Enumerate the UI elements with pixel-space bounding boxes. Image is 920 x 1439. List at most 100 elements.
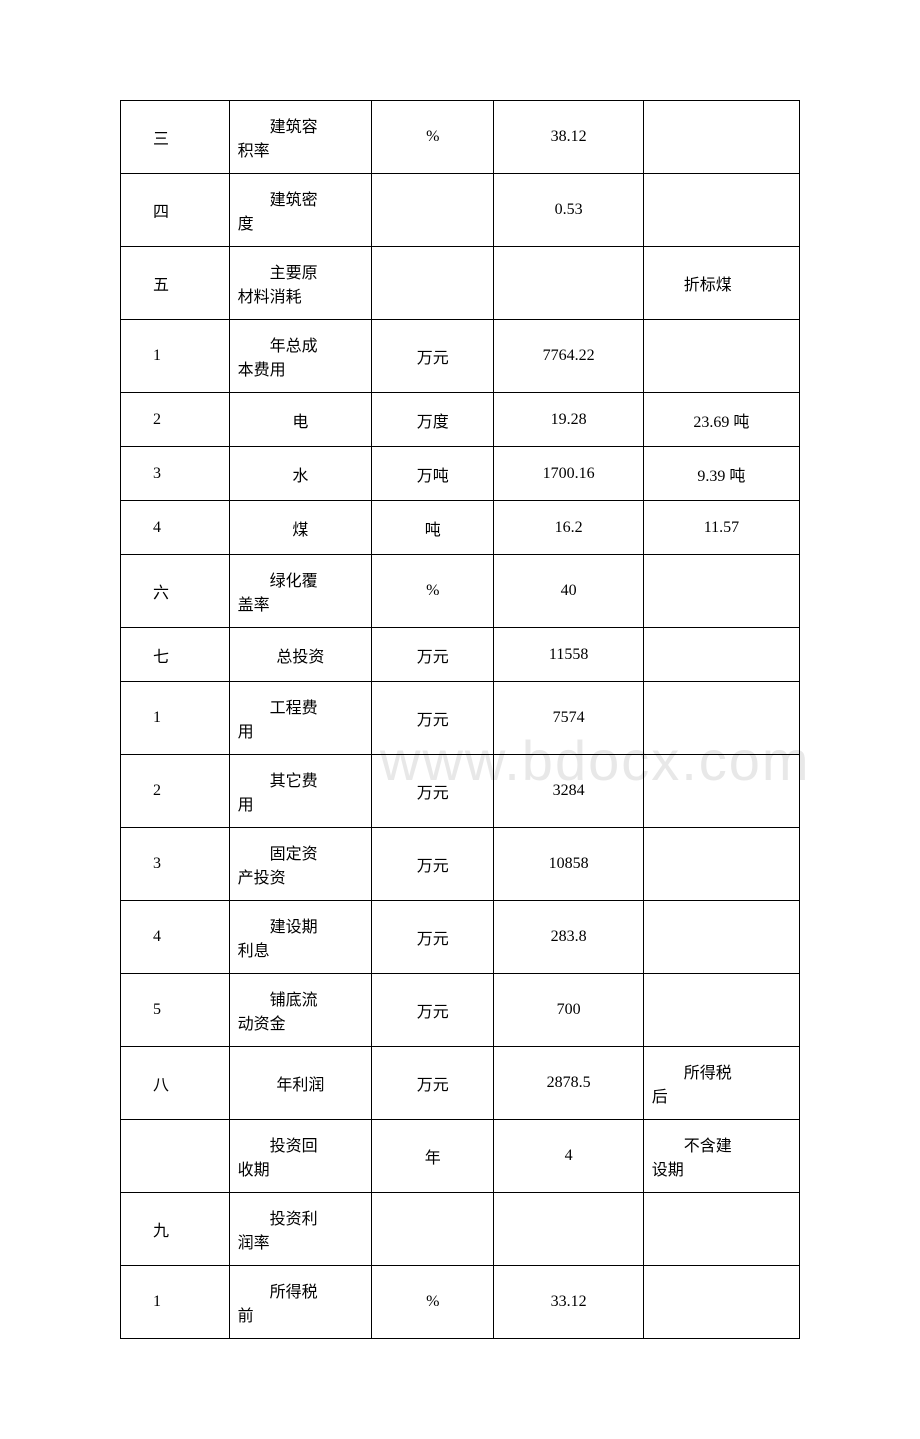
item-name-cell: 所得税前 xyxy=(229,1266,372,1339)
table-row: 七总投资万元11558 xyxy=(121,628,800,682)
unit-cell: 万吨 xyxy=(372,447,494,501)
item-name-cell: 建设期利息 xyxy=(229,901,372,974)
item-name-cell: 固定资产投资 xyxy=(229,828,372,901)
table-row: 1所得税前%33.12 xyxy=(121,1266,800,1339)
row-index-cell: 1 xyxy=(121,682,230,755)
item-name-cell: 电 xyxy=(229,393,372,447)
table-row: 4煤吨16.211.57 xyxy=(121,501,800,555)
table-row: 投资回收期年4不含建设期 xyxy=(121,1120,800,1193)
note-cell xyxy=(643,320,799,393)
note-cell xyxy=(643,828,799,901)
note-cell xyxy=(643,974,799,1047)
value-cell: 33.12 xyxy=(494,1266,643,1339)
note-cell: 不含建设期 xyxy=(643,1120,799,1193)
value-cell: 7764.22 xyxy=(494,320,643,393)
note-cell xyxy=(643,174,799,247)
row-index-cell: 2 xyxy=(121,755,230,828)
note-cell xyxy=(643,901,799,974)
item-name-cell: 煤 xyxy=(229,501,372,555)
value-cell: 283.8 xyxy=(494,901,643,974)
unit-cell: 万元 xyxy=(372,901,494,974)
item-name-cell: 建筑容积率 xyxy=(229,101,372,174)
row-index-cell: 1 xyxy=(121,1266,230,1339)
row-index-cell: 4 xyxy=(121,501,230,555)
row-index-cell: 4 xyxy=(121,901,230,974)
value-cell: 19.28 xyxy=(494,393,643,447)
page-container: www.bdocx.com 三建筑容积率%38.12四建筑密度0.53五主要原材… xyxy=(120,100,800,1339)
value-cell: 40 xyxy=(494,555,643,628)
value-cell: 11558 xyxy=(494,628,643,682)
row-index-cell: 1 xyxy=(121,320,230,393)
row-index-cell: 四 xyxy=(121,174,230,247)
unit-cell xyxy=(372,247,494,320)
note-cell xyxy=(643,101,799,174)
unit-cell: 吨 xyxy=(372,501,494,555)
table-row: 2其它费用万元3284 xyxy=(121,755,800,828)
table-row: 三建筑容积率%38.12 xyxy=(121,101,800,174)
note-cell: 11.57 xyxy=(643,501,799,555)
table-row: 4建设期利息万元283.8 xyxy=(121,901,800,974)
table-row: 3固定资产投资万元10858 xyxy=(121,828,800,901)
item-name-cell: 工程费用 xyxy=(229,682,372,755)
item-name-cell: 绿化覆盖率 xyxy=(229,555,372,628)
row-index-cell xyxy=(121,1120,230,1193)
note-cell xyxy=(643,1193,799,1266)
item-name-cell: 水 xyxy=(229,447,372,501)
unit-cell: 万元 xyxy=(372,828,494,901)
note-cell: 23.69 吨 xyxy=(643,393,799,447)
value-cell: 0.53 xyxy=(494,174,643,247)
note-cell: 9.39 吨 xyxy=(643,447,799,501)
value-cell xyxy=(494,247,643,320)
value-cell: 2878.5 xyxy=(494,1047,643,1120)
value-cell: 4 xyxy=(494,1120,643,1193)
value-cell: 700 xyxy=(494,974,643,1047)
value-cell: 10858 xyxy=(494,828,643,901)
unit-cell: 万元 xyxy=(372,1047,494,1120)
value-cell: 38.12 xyxy=(494,101,643,174)
item-name-cell: 投资利润率 xyxy=(229,1193,372,1266)
table-row: 5铺底流动资金万元700 xyxy=(121,974,800,1047)
note-cell xyxy=(643,555,799,628)
row-index-cell: 3 xyxy=(121,447,230,501)
note-cell: 所得税后 xyxy=(643,1047,799,1120)
note-cell xyxy=(643,1266,799,1339)
row-index-cell: 3 xyxy=(121,828,230,901)
note-cell xyxy=(643,682,799,755)
unit-cell: % xyxy=(372,555,494,628)
unit-cell: % xyxy=(372,101,494,174)
table-row: 3水万吨1700.169.39 吨 xyxy=(121,447,800,501)
unit-cell: 万元 xyxy=(372,755,494,828)
table-row: 2电万度19.2823.69 吨 xyxy=(121,393,800,447)
unit-cell: 万度 xyxy=(372,393,494,447)
unit-cell: % xyxy=(372,1266,494,1339)
row-index-cell: 三 xyxy=(121,101,230,174)
data-table: 三建筑容积率%38.12四建筑密度0.53五主要原材料消耗折标煤1年总成本费用万… xyxy=(120,100,800,1339)
item-name-cell: 主要原材料消耗 xyxy=(229,247,372,320)
row-index-cell: 九 xyxy=(121,1193,230,1266)
row-index-cell: 2 xyxy=(121,393,230,447)
unit-cell xyxy=(372,174,494,247)
note-cell: 折标煤 xyxy=(643,247,799,320)
unit-cell xyxy=(372,1193,494,1266)
row-index-cell: 五 xyxy=(121,247,230,320)
table-row: 八年利润万元2878.5所得税后 xyxy=(121,1047,800,1120)
unit-cell: 万元 xyxy=(372,682,494,755)
unit-cell: 万元 xyxy=(372,628,494,682)
unit-cell: 万元 xyxy=(372,974,494,1047)
note-cell xyxy=(643,755,799,828)
item-name-cell: 其它费用 xyxy=(229,755,372,828)
note-cell xyxy=(643,628,799,682)
table-row: 五主要原材料消耗 折标煤 xyxy=(121,247,800,320)
row-index-cell: 5 xyxy=(121,974,230,1047)
row-index-cell: 七 xyxy=(121,628,230,682)
table-body: 三建筑容积率%38.12四建筑密度0.53五主要原材料消耗折标煤1年总成本费用万… xyxy=(121,101,800,1339)
table-row: 六绿化覆盖率%40 xyxy=(121,555,800,628)
row-index-cell: 六 xyxy=(121,555,230,628)
item-name-cell: 投资回收期 xyxy=(229,1120,372,1193)
value-cell: 1700.16 xyxy=(494,447,643,501)
item-name-cell: 铺底流动资金 xyxy=(229,974,372,1047)
row-index-cell: 八 xyxy=(121,1047,230,1120)
item-name-cell: 建筑密度 xyxy=(229,174,372,247)
table-row: 九投资利润率 xyxy=(121,1193,800,1266)
value-cell xyxy=(494,1193,643,1266)
